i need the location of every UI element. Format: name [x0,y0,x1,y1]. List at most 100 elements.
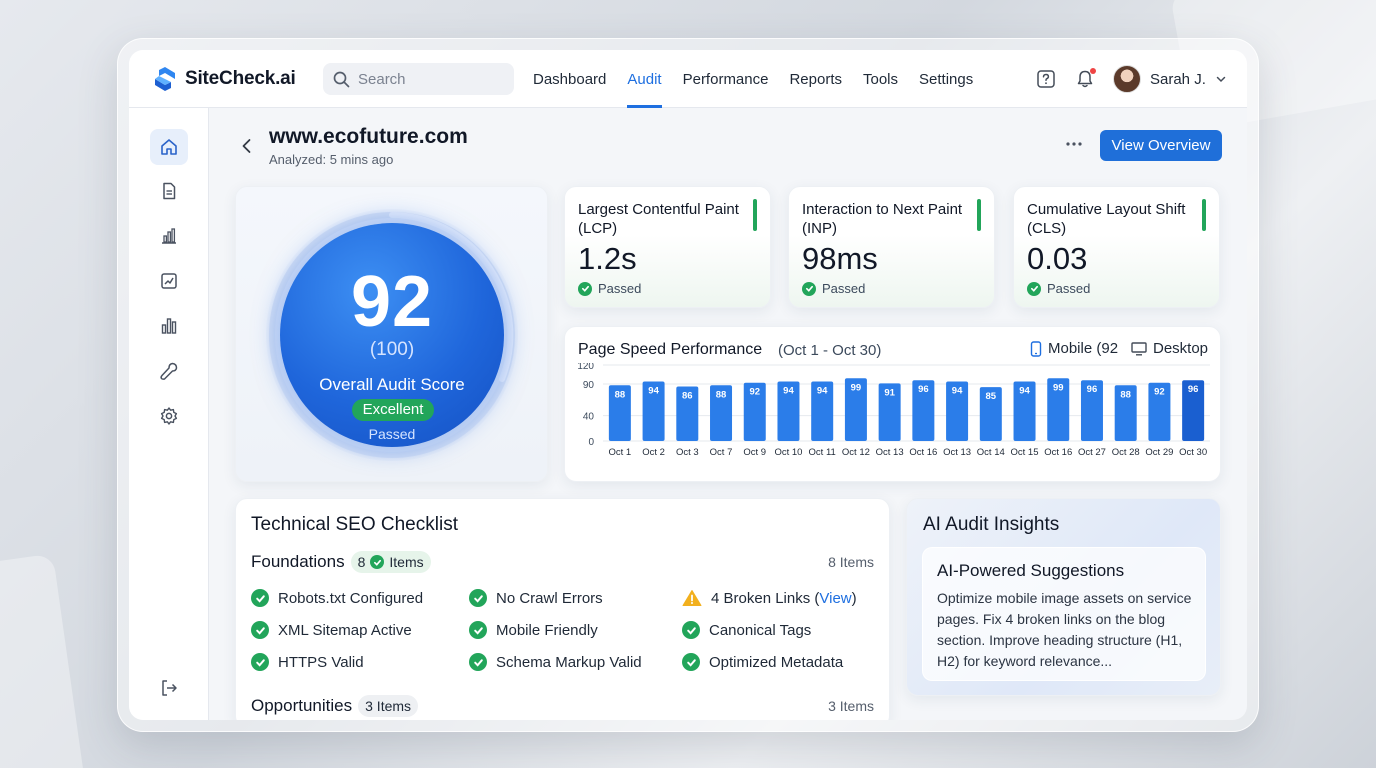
bar [1013,381,1036,441]
metric-status: Passed [578,281,641,296]
bar [1047,378,1070,441]
x-tick-label: Oct 16 [909,447,937,458]
x-tick-label: Oct 29 [1145,447,1173,458]
bar [676,386,699,441]
bar-value-label: 99 [851,382,862,393]
metric-card-lcp: Largest Contentful Paint (LCP) 1.2s Pass… [564,186,771,308]
foundations-count: 8 Items [828,554,874,570]
bar [1182,380,1205,441]
nav-audit[interactable]: Audit [627,50,662,108]
score-label: Overall Audit Score [319,375,465,394]
user-menu[interactable]: Sarah J. [1113,65,1227,93]
x-tick-label: Oct 13 [876,447,904,458]
search-box[interactable] [323,63,514,95]
sidebar-item-tools[interactable] [150,353,188,389]
check-item: XML Sitemap Active [251,621,412,639]
legend-desktop[interactable]: Desktop [1131,340,1208,357]
x-tick-label: Oct 7 [710,447,733,458]
help-icon[interactable] [1036,69,1056,89]
notification-dot [1090,68,1096,74]
nav-reports[interactable]: Reports [789,70,842,88]
check-item-label: Robots.txt Configured [278,589,424,607]
bar-value-label: 99 [1053,382,1064,393]
view-broken-links-link[interactable]: View [819,589,852,607]
ai-suggestions-panel[interactable]: AI-Powered Suggestions Optimize mobile i… [922,547,1206,681]
bar-value-label: 94 [952,385,963,396]
metric-status-text: Passed [822,281,866,296]
foundations-title: Foundations [251,552,345,571]
sidebar-item-home[interactable] [150,129,188,165]
bar-value-label: 96 [1087,384,1098,395]
ai-suggestions-text: Optimize mobile image assets on service … [937,590,1192,669]
sidebar-item-analytics[interactable] [150,218,188,254]
nav-tools[interactable]: Tools [863,70,899,88]
notifications-button[interactable] [1075,68,1096,89]
sidebar-item-reports[interactable] [150,308,188,344]
bar [642,381,665,441]
more-options-icon[interactable] [1064,134,1084,154]
bar-chart-icon [161,318,177,334]
x-tick-label: Oct 10 [774,447,802,458]
x-tick-label: Oct 14 [977,447,1005,458]
metric-title: Interaction to Next Paint (INP) [802,201,963,237]
sidebar-item-documents[interactable] [150,173,188,209]
check-item: No Crawl Errors [469,589,603,607]
x-tick-label: Oct 13 [943,447,971,458]
bar-value-label: 94 [1019,385,1030,396]
bar-value-label: 92 [749,387,760,398]
bar-value-label: 88 [716,389,727,400]
legend-mobile[interactable]: Mobile (92 [1030,340,1118,357]
legend-mobile-label: Mobile (92 [1048,340,1119,357]
desktop-icon [1131,341,1147,356]
bar [608,385,631,441]
back-arrow-icon[interactable] [238,137,256,155]
foundations-pill: 8 Items [350,551,431,573]
metric-card-cls: Cumulative Layout Shift (CLS) 0.03 Passe… [1013,186,1220,308]
bar-value-label: 91 [884,387,895,398]
bar-value-label: 86 [682,391,693,402]
view-overview-button[interactable]: View Overview [1100,130,1222,161]
logout-icon [162,680,177,696]
search-input[interactable] [358,70,498,88]
check-item: HTTPS Valid [251,653,364,671]
analytics-icon [162,228,176,244]
metric-card-inp: Interaction to Next Paint (INP) 98ms Pas… [788,186,995,308]
metric-status-bar [977,199,981,231]
check-circle-icon [578,281,592,296]
x-tick-label: Oct 3 [676,447,699,458]
bar-value-label: 94 [817,385,828,396]
x-tick-label: Oct 2 [642,447,665,458]
nav-performance[interactable]: Performance [682,70,769,88]
metric-status: Passed [802,281,865,296]
bar [743,382,766,441]
check-circle-icon [802,281,816,296]
sidebar-item-logout[interactable] [150,670,188,706]
bar [979,387,1002,441]
trend-icon [161,273,177,289]
opportunities-count: 3 Items [828,698,874,714]
opportunities-pill: 3 Items [358,695,419,717]
overall-score-card: 92 (100) Overall Audit Score Excellent P… [235,186,548,482]
sidebar-item-settings[interactable] [150,398,188,434]
check-item-warning: 4 Broken Links (View) [682,589,857,607]
score-arc [269,212,515,458]
brand-logo[interactable]: SiteCheck.ai [153,66,296,92]
nav-settings[interactable]: Settings [919,70,974,88]
check-item-label: HTTPS Valid [278,653,364,671]
main-nav: Dashboard Audit Performance Reports Tool… [533,50,994,108]
sitecheck-logo-icon [155,67,175,91]
y-tick-label: 40 [583,412,595,423]
bar-value-label: 88 [1120,389,1131,400]
check-circle-icon [469,589,487,607]
nav-dashboard[interactable]: Dashboard [533,70,607,88]
check-item-label: 4 Broken Links (View) [711,589,857,607]
bell-icon [1077,70,1093,88]
app-window: SiteCheck.ai Dashboard Audit Performance… [129,50,1247,720]
check-item: Robots.txt Configured [251,589,423,607]
bar-chart: 0 40 90 120 88 Oct 1 94 Oct 2 86 Oct 3 88 Oct 7 92 Oc… [577,363,1210,458]
check-circle-icon [370,555,385,569]
score-value: 92 [350,262,434,342]
metric-value: 1.2s [578,241,637,276]
opportunities-header[interactable]: Opportunities 3 Items [251,695,419,717]
sidebar-item-trends[interactable] [150,263,188,299]
